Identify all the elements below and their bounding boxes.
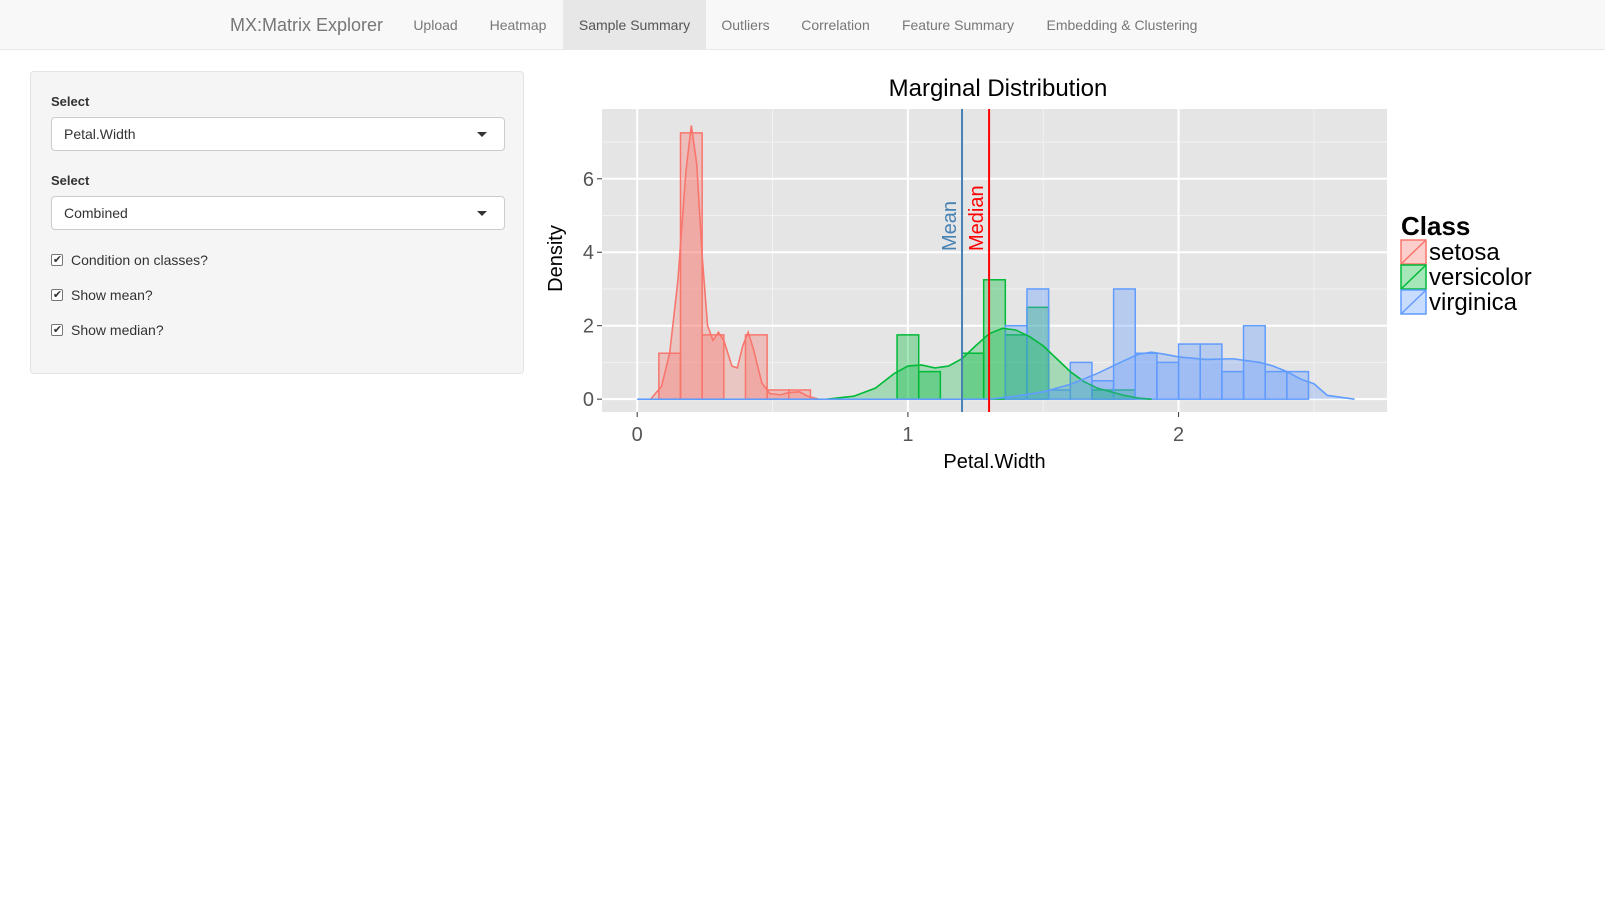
chart-title: Marginal Distribution	[889, 75, 1108, 102]
x-axis-label: Petal.Width	[943, 451, 1045, 473]
density-curve-virginica	[637, 351, 1355, 400]
show-median-label: Show median?	[71, 322, 164, 338]
axes: 0 2 4 6 0 1 2	[583, 169, 1184, 446]
density-curve-setosa	[650, 125, 819, 400]
density-curve-versicolor	[826, 327, 1152, 400]
density-area-setosa	[650, 125, 819, 400]
select-variable-label: Select	[51, 94, 90, 109]
y-tick-label: 4	[583, 242, 594, 264]
tab-correlation[interactable]: Correlation	[801, 17, 870, 33]
x-tick-label: 0	[632, 424, 643, 446]
chevron-down-icon	[477, 132, 487, 137]
legend-key-line-versicolor	[1400, 264, 1427, 290]
histogram-bar-virginica	[1112, 288, 1137, 400]
y-tick-label: 0	[583, 389, 594, 411]
tab-upload[interactable]: Upload	[413, 17, 458, 33]
check-icon: ✔	[52, 289, 63, 301]
histogram-bars	[658, 132, 1310, 400]
legend-title: Class	[1401, 211, 1470, 241]
reference-lines: Mean Median	[939, 109, 991, 412]
variable-select[interactable]: Petal.Width	[51, 117, 505, 151]
mode-select[interactable]: Combined	[51, 196, 505, 230]
y-axis-label: Density	[545, 225, 567, 292]
marginal-distribution-plot: Marginal Distribution Mean Median 0 2 4 6 0 1 2…	[540, 60, 1560, 485]
check-icon: ✔	[52, 254, 63, 266]
tab-heatmap[interactable]: Heatmap	[489, 17, 547, 33]
tab-sample-summary[interactable]: Sample Summary	[563, 0, 706, 50]
chart-svg: Marginal Distribution Mean Median 0 2 4 6 0 1 2…	[545, 75, 1532, 473]
condition-classes-checkbox[interactable]: ✔	[51, 254, 63, 266]
tab-outliers[interactable]: Outliers	[721, 17, 770, 33]
select-mode-label: Select	[51, 173, 90, 188]
histogram-bar-virginica	[1286, 370, 1310, 400]
chevron-down-icon	[477, 211, 487, 216]
legend-key-line-virginica	[1400, 289, 1427, 315]
legend-label-setosa: setosa	[1429, 239, 1500, 266]
y-tick-label: 6	[583, 169, 594, 191]
mean-label: Mean	[939, 201, 961, 251]
tab-embedding-clustering[interactable]: Embedding & Clustering	[1046, 17, 1198, 33]
mode-select-value: Combined	[64, 205, 128, 221]
tab-feature-summary[interactable]: Feature Summary	[901, 17, 1015, 33]
median-label: Median	[966, 185, 988, 251]
show-mean-label: Show mean?	[71, 287, 153, 303]
condition-classes-label: Condition on classes?	[71, 252, 208, 268]
show-mean-checkbox[interactable]: ✔	[51, 289, 63, 301]
sidebar-panel: Select Petal.Width Select Combined ✔ Con…	[30, 71, 524, 374]
legend-label-versicolor: versicolor	[1429, 264, 1532, 291]
y-tick-label: 2	[583, 316, 594, 338]
navbar: MX:Matrix Explorer Upload Heatmap Sample…	[0, 0, 1605, 50]
show-median-checkbox[interactable]: ✔	[51, 324, 63, 336]
histogram-bar-virginica	[1026, 288, 1050, 400]
legend-key-line-setosa	[1400, 239, 1427, 265]
density-area-virginica	[637, 352, 1355, 400]
check-icon: ✔	[52, 324, 63, 336]
x-tick-label: 1	[902, 424, 913, 446]
legend-label-virginica: virginica	[1429, 289, 1518, 316]
app-brand[interactable]: MX:Matrix Explorer	[230, 15, 384, 35]
variable-select-value: Petal.Width	[64, 126, 136, 142]
x-tick-label: 2	[1173, 424, 1184, 446]
